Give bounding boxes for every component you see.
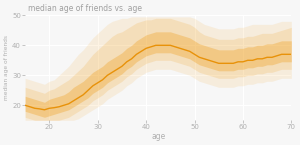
Text: median age of friends vs. age: median age of friends vs. age <box>28 4 142 13</box>
X-axis label: age: age <box>151 132 165 141</box>
Y-axis label: median age of friends: median age of friends <box>4 35 9 100</box>
